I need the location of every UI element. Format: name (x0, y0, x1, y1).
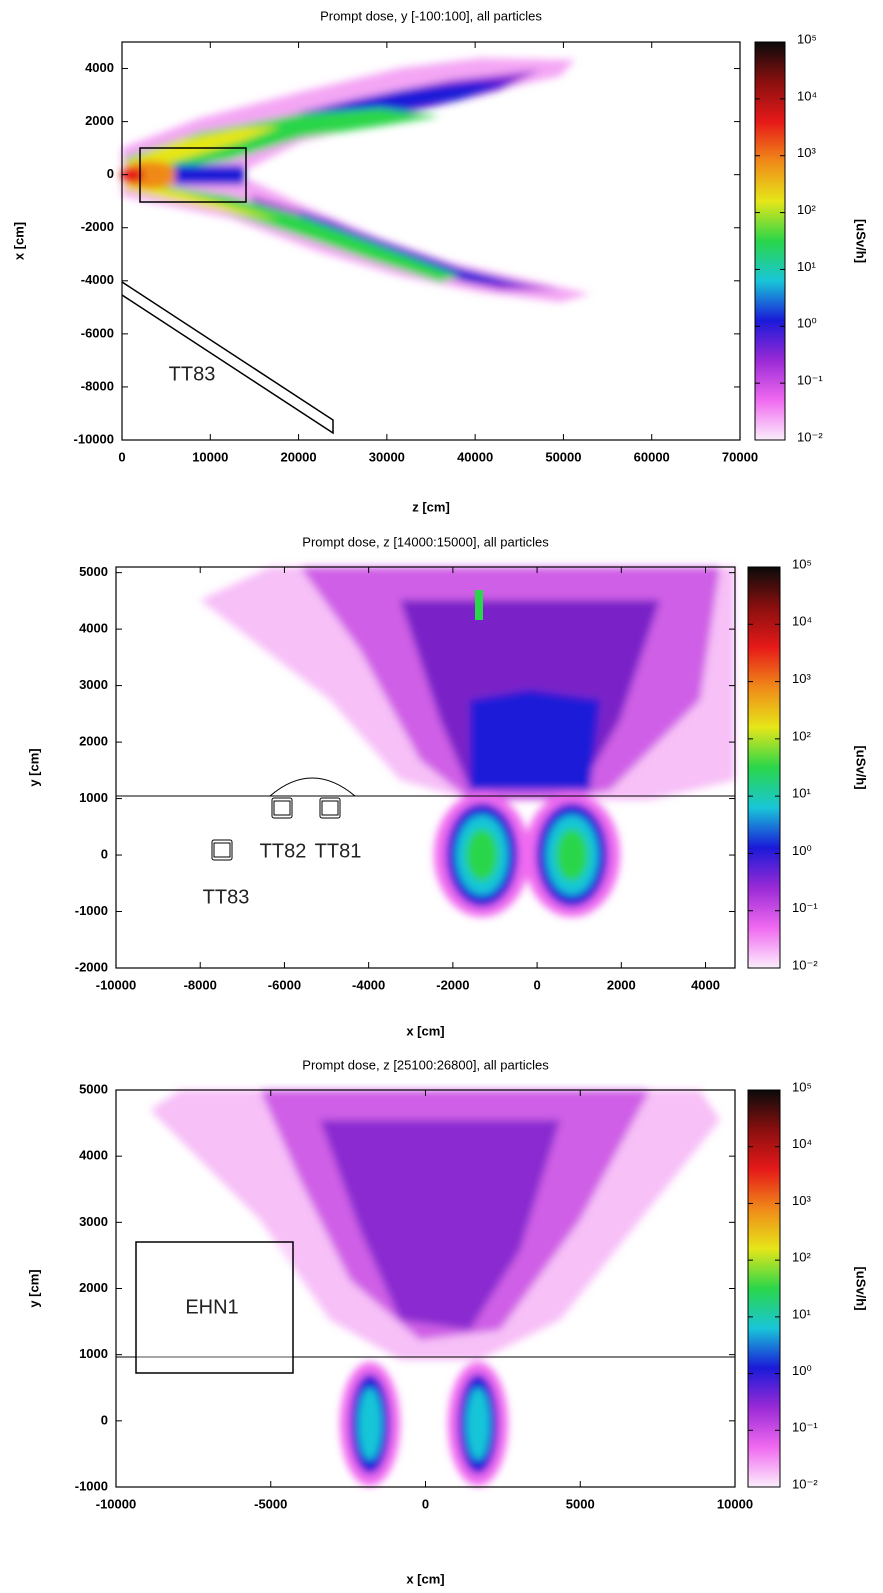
colorbar-tick-label: 10⁵ (792, 1079, 812, 1094)
y-tick-label: 4000 (85, 60, 114, 75)
y-tick-label: 4000 (79, 621, 108, 636)
x-tick-label: -5000 (254, 1496, 287, 1511)
x-axis-label: z [cm] (412, 499, 450, 514)
y-tick-label: 4000 (79, 1148, 108, 1163)
colorbar-tick-label: 10⁻² (792, 1476, 818, 1491)
colorbar-tick-label: 10³ (797, 145, 816, 160)
colorbar-tick-label: 10³ (792, 1193, 811, 1208)
y-tick-label: -6000 (81, 325, 114, 340)
y-tick-label: 1000 (79, 1346, 108, 1361)
y-tick-label: 1000 (79, 790, 108, 805)
colorbar-label: [uSv/h] (854, 219, 869, 263)
dose-map (200, 567, 735, 917)
y-tick-label: 0 (101, 846, 108, 861)
y-tick-label: -2000 (75, 959, 108, 974)
colorbar (747, 566, 781, 969)
colorbar-tick-label: 10³ (792, 671, 811, 686)
colorbar-tick-label: 10⁴ (792, 614, 812, 629)
colorbar-tick-label: 10¹ (792, 786, 811, 801)
colorbar-tick-label: 10⁰ (792, 843, 812, 858)
colorbar-tick-label: 10² (792, 728, 811, 743)
y-tick-label: -1000 (75, 1478, 108, 1493)
x-tick-label: 0 (533, 977, 540, 992)
colorbar-tick-label: 10⁰ (792, 1363, 812, 1378)
x-tick-label: 0 (422, 1496, 429, 1511)
colorbar-tick-label: 10⁻¹ (792, 1420, 818, 1435)
colorbar-tick-label: 10⁻² (792, 957, 818, 972)
colorbar-tick-label: 10⁻¹ (792, 900, 818, 915)
dose-spot (475, 590, 483, 620)
x-tick-label: 5000 (566, 1496, 595, 1511)
x-tick-label: 40000 (457, 449, 493, 464)
colorbar-tick-label: 10⁻² (797, 429, 823, 444)
colorbar-label: [uSv/h] (854, 1266, 869, 1310)
x-tick-label: -10000 (96, 1496, 136, 1511)
annotation: TT81 (315, 840, 362, 862)
colorbar (754, 41, 786, 441)
y-tick-label: -8000 (81, 378, 114, 393)
chart-title: Prompt dose, z [25100:26800], all partic… (302, 1057, 549, 1072)
dose-map (150, 1090, 720, 1486)
y-tick-label: -2000 (81, 219, 114, 234)
x-tick-label: 20000 (280, 449, 316, 464)
annotation: TT83 (169, 363, 216, 385)
y-tick-label: 0 (101, 1412, 108, 1427)
x-tick-label: 4000 (691, 977, 720, 992)
chart-title: Prompt dose, z [14000:15000], all partic… (302, 534, 549, 549)
y-tick-label: -1000 (75, 903, 108, 918)
x-tick-label: -10000 (96, 977, 136, 992)
y-axis-label: x [cm] (11, 222, 26, 260)
x-tick-label: -8000 (184, 977, 217, 992)
plot-frame (115, 566, 736, 969)
annotation: TT82 (260, 840, 307, 862)
colorbar-tick-label: 10² (792, 1250, 811, 1265)
x-tick-label: 50000 (545, 449, 581, 464)
x-axis-label: x [cm] (406, 1571, 444, 1586)
y-tick-label: 0 (107, 166, 114, 181)
x-tick-label: 10000 (717, 1496, 753, 1511)
geometry-outline (116, 777, 735, 861)
y-tick-label: -10000 (74, 431, 114, 446)
x-tick-label: 60000 (634, 449, 670, 464)
y-tick-label: 5000 (79, 564, 108, 579)
colorbar-tick-label: 10² (797, 202, 816, 217)
chart-title: Prompt dose, y [-100:100], all particles (320, 8, 542, 23)
x-tick-label: -6000 (268, 977, 301, 992)
annotation: EHN1 (185, 1296, 238, 1318)
x-tick-label: -2000 (436, 977, 469, 992)
x-tick-label: -4000 (352, 977, 385, 992)
y-axis-label: y [cm] (26, 748, 41, 786)
colorbar (747, 1089, 781, 1488)
y-tick-label: 2000 (85, 113, 114, 128)
x-tick-label: 30000 (369, 449, 405, 464)
geometry-outline (116, 1241, 735, 1374)
x-tick-label: 10000 (192, 449, 228, 464)
y-tick-label: 3000 (79, 1214, 108, 1229)
y-tick-label: 2000 (79, 1280, 108, 1295)
colorbar-tick-label: 10⁵ (797, 31, 817, 46)
y-tick-label: 5000 (79, 1081, 108, 1096)
x-tick-label: 0 (118, 449, 125, 464)
colorbar-tick-label: 10⁻¹ (797, 373, 823, 388)
colorbar-tick-label: 10⁴ (792, 1136, 812, 1151)
colorbar-tick-label: 10¹ (797, 259, 816, 274)
colorbar-tick-label: 10⁴ (797, 88, 817, 103)
colorbar-tick-label: 10¹ (792, 1306, 811, 1321)
y-tick-label: 2000 (79, 734, 108, 749)
y-tick-label: 3000 (79, 677, 108, 692)
x-axis-label: x [cm] (406, 1023, 444, 1038)
dose-map (120, 58, 590, 302)
colorbar-tick-label: 10⁰ (797, 316, 817, 331)
y-axis-label: y [cm] (26, 1269, 41, 1307)
x-tick-label: 70000 (722, 449, 758, 464)
x-tick-label: 2000 (607, 977, 636, 992)
colorbar-label: [uSv/h] (854, 745, 869, 789)
geometry-outline (121, 147, 334, 435)
annotation: TT83 (203, 886, 250, 908)
colorbar-tick-label: 10⁵ (792, 556, 812, 571)
plot-frame (121, 41, 741, 441)
y-tick-label: -4000 (81, 272, 114, 287)
